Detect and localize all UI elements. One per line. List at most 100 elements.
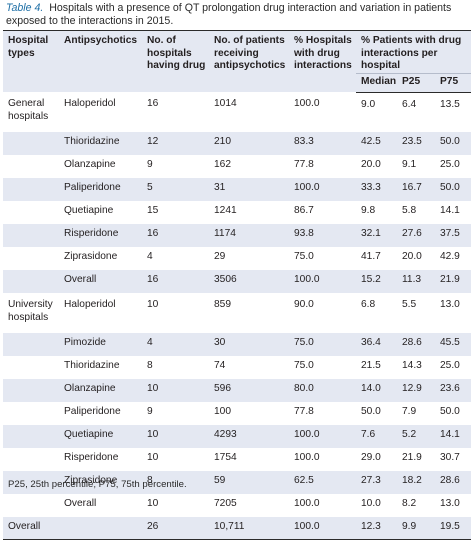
cell-num-hospitals: 8 <box>142 471 209 494</box>
header-p75: P75 <box>435 73 472 93</box>
cell-antipsychotic: Quetiapine <box>59 425 142 448</box>
cell-p75: 50.0 <box>435 132 472 155</box>
cell-antipsychotic: Risperidone <box>64 452 119 463</box>
cell-median: 36.4 <box>356 333 397 356</box>
cell-antipsychotic <box>59 517 142 540</box>
data-table: Hospital types Antipsychotics No. of hos… <box>3 30 472 540</box>
cell-pct-hospitals: 100.0 <box>289 517 356 540</box>
cell-antipsychotic: Overall <box>64 498 97 509</box>
cell-num-hospitals: 16 <box>142 270 209 293</box>
cell-hospital-type <box>3 224 59 247</box>
cell-p25: 23.5 <box>397 132 435 155</box>
cell-pct-hospitals: 75.0 <box>289 333 356 356</box>
cell-antipsychotic: Paliperidone <box>59 178 142 201</box>
cell-p75: 25.0 <box>440 360 460 371</box>
cell-num-patients: 162 <box>214 159 231 170</box>
table-row: University hospitals Haloperidol 10 859 90.0… <box>3 293 471 333</box>
cell-pct-hospitals: 100.0 <box>294 98 320 109</box>
cell-hospital-type <box>3 356 59 379</box>
cell-median: 14.0 <box>356 379 397 402</box>
table-row: Thioridazine 12 210 83.3 42.5 23.5 50.0 <box>3 132 472 155</box>
cell-antipsychotic: Olanzapine <box>59 379 142 402</box>
table-row: Risperidone 10 1754 100.0 29.0 21.9 30.7 <box>3 448 471 471</box>
cell-p25: 5.5 <box>402 299 417 310</box>
cell-pct-hospitals: 77.8 <box>294 159 314 170</box>
cell-num-hospitals: 10 <box>147 299 159 310</box>
cell-antipsychotic: Risperidone <box>59 224 142 247</box>
cell-p25: 6.4 <box>402 98 417 110</box>
cell-num-hospitals: 15 <box>147 205 159 216</box>
header-num-patients: No. of patients receiving antipsychotics <box>209 30 289 92</box>
cell-hospital-type: University hospitals <box>8 299 53 323</box>
table-row: Olanzapine 10 596 80.0 14.0 12.9 23.6 <box>3 379 472 402</box>
table-row: General hospitals Haloperidol 16 1014 100.0 9… <box>3 92 471 132</box>
cell-p75: 50.0 <box>440 406 460 417</box>
cell-p25: 9.1 <box>402 159 417 170</box>
cell-median: 27.3 <box>356 471 397 494</box>
cell-antipsychotic: Haloperidol <box>64 98 116 109</box>
cell-num-patients: 31 <box>209 178 289 201</box>
cell-p75: 30.7 <box>440 452 460 463</box>
header-median: Median <box>356 73 397 93</box>
cell-p75: 25.0 <box>440 159 460 170</box>
cell-pct-hospitals: 100.0 <box>289 178 356 201</box>
cell-median: 10.0 <box>361 498 381 509</box>
table-row: Overall 10 7205 100.0 10.0 8.2 13.0 <box>3 494 471 517</box>
cell-pct-hospitals: 90.0 <box>294 299 314 310</box>
cell-antipsychotic: Pimozide <box>59 333 142 356</box>
table-row: Ziprasidone 8 59 62.5 27.3 18.2 28.6 <box>3 471 472 494</box>
cell-pct-hospitals: 62.5 <box>289 471 356 494</box>
cell-pct-hospitals: 100.0 <box>289 425 356 448</box>
cell-num-hospitals: 10 <box>147 452 159 463</box>
table-row: Pimozide 4 30 75.0 36.4 28.6 45.5 <box>3 333 472 356</box>
cell-median: 20.0 <box>361 159 381 170</box>
cell-p25: 11.3 <box>397 270 435 293</box>
cell-pct-hospitals: 80.0 <box>289 379 356 402</box>
cell-pct-hospitals: 100.0 <box>289 270 356 293</box>
cell-median: 41.7 <box>361 251 381 262</box>
cell-p25: 8.2 <box>402 498 417 509</box>
cell-num-patients: 29 <box>214 251 226 262</box>
header-p25: P25 <box>397 73 435 93</box>
header-antipsychotics: Antipsychotics <box>59 30 142 92</box>
cell-hospital-type <box>3 132 59 155</box>
cell-p25: 5.8 <box>402 205 417 216</box>
table-header: Hospital types Antipsychotics No. of hos… <box>3 30 472 93</box>
cell-median: 42.5 <box>356 132 397 155</box>
cell-antipsychotic: Quetiapine <box>64 205 114 216</box>
header-pct-hospitals: % Hospitals with drug interactions <box>289 30 356 92</box>
cell-p25: 9.9 <box>397 517 435 540</box>
caption-text: Hospitals with a presence of QT prolonga… <box>6 2 452 27</box>
cell-pct-hospitals: 100.0 <box>294 498 320 509</box>
cell-median: 21.5 <box>361 360 381 371</box>
cell-p75: 14.1 <box>435 425 472 448</box>
cell-p75: 14.1 <box>440 205 460 216</box>
cell-antipsychotic: Paliperidone <box>64 406 121 417</box>
cell-pct-hospitals: 75.0 <box>294 251 314 262</box>
cell-pct-hospitals: 86.7 <box>294 205 314 216</box>
cell-antipsychotic: Haloperidol <box>64 299 116 310</box>
cell-hospital-type <box>3 247 59 270</box>
header-pct-patients: % Patients with drug interactions per ho… <box>356 30 472 74</box>
cell-median: 15.2 <box>356 270 397 293</box>
cell-antipsychotic: Thioridazine <box>64 360 120 371</box>
cell-p75: 45.5 <box>435 333 472 356</box>
cell-hospital-type <box>3 402 59 425</box>
cell-hospital-type <box>3 201 59 224</box>
cell-hospital-type <box>3 448 59 471</box>
cell-num-patients: 1754 <box>214 452 237 463</box>
table-footnote: P25, 25th percentile; P75, 75th percenti… <box>8 479 187 490</box>
cell-antipsychotic: Overall <box>59 270 142 293</box>
table-row: Ziprasidone 4 29 75.0 41.7 20.0 42.9 <box>3 247 471 270</box>
table-row: Thioridazine 8 74 75.0 21.5 14.3 25.0 <box>3 356 471 379</box>
cell-median: 32.1 <box>356 224 397 247</box>
cell-p25: 21.9 <box>402 452 422 463</box>
cell-num-patients: 30 <box>209 333 289 356</box>
cell-p75: 23.6 <box>435 379 472 402</box>
cell-p75: 28.6 <box>435 471 472 494</box>
header-num-hospitals: No. of hospitals having drug <box>142 30 209 92</box>
cell-p25: 14.3 <box>402 360 422 371</box>
cell-median: 9.8 <box>361 205 376 216</box>
cell-p25: 5.2 <box>397 425 435 448</box>
cell-p75: 13.5 <box>440 98 460 110</box>
